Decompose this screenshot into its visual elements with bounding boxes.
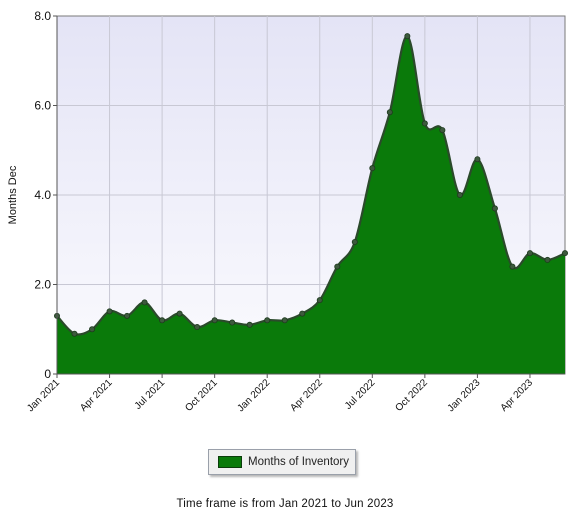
data-point	[544, 256, 551, 263]
data-point	[334, 263, 341, 270]
data-point	[264, 317, 271, 324]
legend: Months of Inventory	[208, 449, 356, 475]
data-point	[404, 33, 411, 40]
data-point	[369, 165, 376, 172]
data-point	[386, 109, 393, 116]
data-point	[439, 127, 446, 134]
y-tick-label: 6.0	[34, 99, 51, 113]
timeframe-note: Time frame is from Jan 2021 to Jun 2023	[176, 498, 394, 510]
data-point	[176, 310, 183, 317]
y-tick-label: 4.0	[34, 188, 51, 202]
y-tick-label: 8.0	[34, 9, 51, 23]
x-tick-label: Jan 2021	[25, 377, 62, 414]
data-point	[421, 120, 428, 127]
data-point	[456, 191, 463, 198]
x-tick-label: Apr 2023	[499, 377, 536, 414]
data-point	[89, 326, 96, 333]
x-tick-label: Oct 2021	[183, 377, 220, 414]
x-tick-label: Jan 2023	[446, 377, 483, 414]
x-tick-label: Apr 2021	[78, 377, 115, 414]
data-point	[194, 324, 201, 331]
x-tick-label: Jul 2021	[133, 377, 168, 412]
x-tick-label: Jul 2022	[343, 377, 378, 412]
area-fill	[57, 36, 565, 374]
data-point	[211, 317, 218, 324]
data-point	[526, 250, 533, 257]
x-tick-label: Oct 2022	[394, 377, 431, 414]
x-tick-label: Jan 2022	[235, 377, 272, 414]
data-point	[351, 238, 358, 245]
data-point	[159, 317, 166, 324]
data-point	[474, 156, 481, 163]
y-axis-label: Months Dec	[7, 165, 19, 224]
data-point	[316, 297, 323, 304]
data-point	[229, 319, 236, 326]
data-point	[124, 312, 131, 319]
data-point	[71, 330, 78, 337]
data-point	[299, 310, 306, 317]
data-point	[509, 263, 516, 270]
data-point	[562, 250, 569, 257]
data-points	[54, 33, 569, 337]
data-point	[106, 308, 113, 315]
data-point	[491, 205, 498, 212]
data-point	[246, 321, 253, 328]
legend-label: Months of Inventory	[248, 456, 349, 468]
data-point	[141, 299, 148, 306]
y-tick-label: 2.0	[34, 278, 51, 292]
x-tick-label: Apr 2022	[288, 377, 325, 414]
legend-swatch	[218, 456, 242, 468]
data-point	[281, 317, 288, 324]
y-tick-label: 0	[44, 367, 51, 381]
